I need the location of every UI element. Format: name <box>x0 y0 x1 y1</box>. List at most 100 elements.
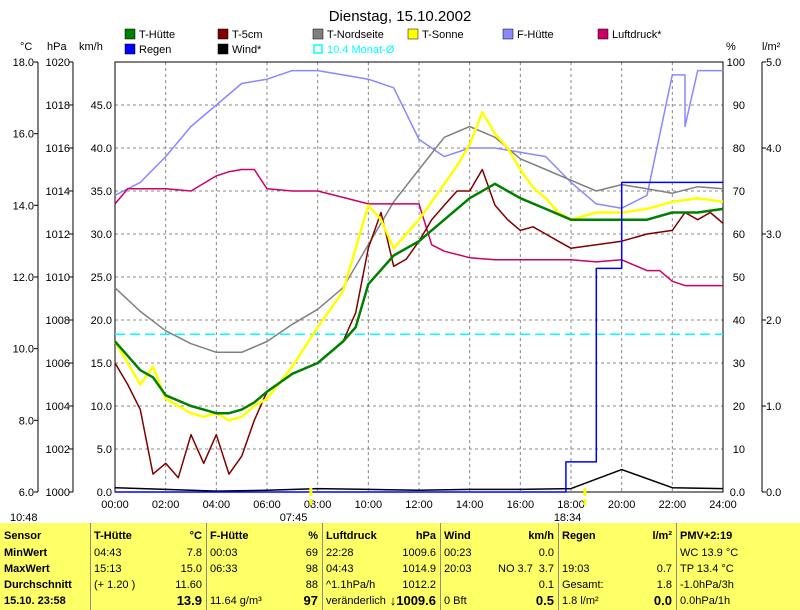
hpa-tick-label: 1002 <box>46 444 70 456</box>
pmv-column: PMV+2:19 WC 13.9 °C TP 13.4 °C -1.0hPa/3… <box>676 523 800 610</box>
kmh-tick-label: 25.0 <box>91 272 112 284</box>
kmh-tick-label: 0.0 <box>97 487 112 499</box>
regen-max: 0.7 <box>656 563 672 575</box>
series-t-5cm <box>114 168 724 479</box>
regen-max-time: 19:03 <box>562 563 590 575</box>
legend-label: T-5cm <box>232 29 263 41</box>
avg-label: Durchschnitt <box>4 579 72 591</box>
x-tick-label: 20:00 <box>608 499 636 511</box>
weather-chart: Dienstag, 15.10.2002 T-Hütte T-5cm T-Nords… <box>10 8 782 523</box>
pmv-trend3h: -1.0hPa/3h <box>680 579 734 591</box>
thuette-unit: °C <box>189 530 202 542</box>
fhuette-header: F-Hütte <box>210 530 249 542</box>
hpa-tick-label: 1018 <box>46 100 70 112</box>
thuette-avg-note: (+ 1.20 ) <box>94 579 136 591</box>
wind-current: 0.5 <box>535 593 554 608</box>
fhuette-current: 97 <box>303 593 318 608</box>
luftdruck-max: 1014.9 <box>402 563 436 575</box>
kmh-tick-label: 10.0 <box>91 401 112 413</box>
wind-avg: 0.1 <box>538 579 554 591</box>
thuette-max-time: 15:13 <box>94 563 122 575</box>
hpa-tick-label: 1006 <box>46 358 70 370</box>
regen-unit: l/m² <box>652 530 672 542</box>
luftdruck-min: 1009.6 <box>402 547 436 559</box>
kmh-tick-label: 35.0 <box>91 186 112 198</box>
sunrise-marker <box>309 488 313 496</box>
luftdruck-column: Luftdruck hPa 22:28 1009.6 04:43 1014.9 ^1.… <box>322 523 441 610</box>
hpa-tick-label: 1014 <box>46 186 70 198</box>
x-tick-label: 14:00 <box>456 499 484 511</box>
kmh-tick-label: 45.0 <box>91 100 112 112</box>
series-wind <box>114 468 724 492</box>
legend-label: T-Nordseite <box>327 29 384 41</box>
series-luftdruck <box>114 168 723 287</box>
kmh-tick-label: 30.0 <box>91 229 112 241</box>
x-tick-label: 12:00 <box>405 499 433 511</box>
statistics-panel: Sensor MinWert MaxWert Durchschnitt 15.1… <box>0 523 800 610</box>
rain-tick-label: 0.0 <box>766 487 781 499</box>
series-f-h-tte <box>114 69 723 209</box>
thuette-current: 13.9 <box>176 593 202 608</box>
thuette-min: 7.8 <box>186 547 202 559</box>
sunset-time-label: 18:34 <box>554 512 582 523</box>
rain-tick-label: 1.0 <box>766 401 781 413</box>
percent-tick-label: 10 <box>733 444 745 456</box>
fhuette-max-time: 06:33 <box>210 563 238 575</box>
min-label: MinWert <box>4 547 48 559</box>
axes: °C hPa km/h% l/m² 6.0 8.0 10.0 12.0 14.0 16.0 18.0… <box>13 41 782 511</box>
fhuette-abs-humidity: 11.64 g/m³ <box>210 595 262 607</box>
wind-min: 0.0 <box>538 547 554 559</box>
hpa-unit: hPa <box>47 41 67 53</box>
wind-header: Wind <box>444 530 471 542</box>
thuette-column: T-Hütte °C 04:43 7.8 15:13 15.0 (+ 1.20 ) 11… <box>90 523 207 610</box>
legend-swatch <box>312 28 324 40</box>
x-tick-label: 18:00 <box>557 499 585 511</box>
legend-label: 10.4 Monat-Ø <box>327 44 395 56</box>
kmh-tick-label: 20.0 <box>91 315 112 327</box>
celsius-tick-label: 6.0 <box>19 487 34 499</box>
regen-header: Regen <box>562 530 596 542</box>
fhuette-avg: 88 <box>305 579 318 591</box>
kmh-unit: km/h <box>79 41 103 53</box>
legend-swatch <box>217 43 229 55</box>
arrow-down-icon: ↓ <box>389 593 397 608</box>
kmh-tick-label: 15.0 <box>91 358 112 370</box>
pmv-header: PMV+2:19 <box>680 530 733 542</box>
x-tick-label: 10:00 <box>355 499 383 511</box>
fhuette-unit: % <box>308 530 318 542</box>
legend-label: Wind* <box>232 44 262 56</box>
percent-tick-label: 50 <box>733 272 745 284</box>
percent-tick-label: 40 <box>733 315 745 327</box>
celsius-unit: °C <box>20 41 32 53</box>
legend: T-Hütte T-5cm T-Nordseite T-Sonne F-Hütte Luf… <box>124 28 662 56</box>
wind-max-dir: NO 3.7 <box>498 563 533 575</box>
luftdruck-unit: hPa <box>415 530 436 542</box>
percent-tick-label: 60 <box>733 229 745 241</box>
percent-tick-label: 30 <box>733 358 745 370</box>
wind-max-time: 20:03 <box>444 563 472 575</box>
luftdruck-header: Luftdruck <box>326 530 377 542</box>
percent-tick-label: 100 <box>727 57 745 69</box>
celsius-tick-label: 12.0 <box>13 272 34 284</box>
rain-tick-label: 3.0 <box>766 229 781 241</box>
luftdruck-avg: 1012.2 <box>402 579 436 591</box>
hpa-tick-label: 1016 <box>46 143 70 155</box>
hpa-tick-label: 1004 <box>46 401 70 413</box>
rain-tick-label: 5.0 <box>766 57 781 69</box>
series-regen <box>115 181 723 493</box>
rain-tick-label: 4.0 <box>766 143 781 155</box>
x-tick-label: 02:00 <box>152 499 180 511</box>
current-time-label: 10:48 <box>10 512 38 523</box>
regen-total-label: Gesamt: <box>562 579 604 591</box>
hpa-tick-label: 1000 <box>46 487 70 499</box>
x-tick-label: 06:00 <box>253 499 281 511</box>
legend-label: F-Hütte <box>517 29 554 41</box>
fhuette-min: 69 <box>305 547 318 559</box>
sensor-column: Sensor MinWert MaxWert Durchschnitt 15.1… <box>0 523 91 610</box>
legend-label: Luftdruck* <box>612 29 662 41</box>
legend-label: T-Hütte <box>139 29 175 41</box>
wind-max: 3.7 <box>538 563 554 575</box>
x-tick-label: 00:00 <box>101 499 129 511</box>
sunset-marker <box>583 488 587 496</box>
regen-current: 0.0 <box>653 593 672 608</box>
